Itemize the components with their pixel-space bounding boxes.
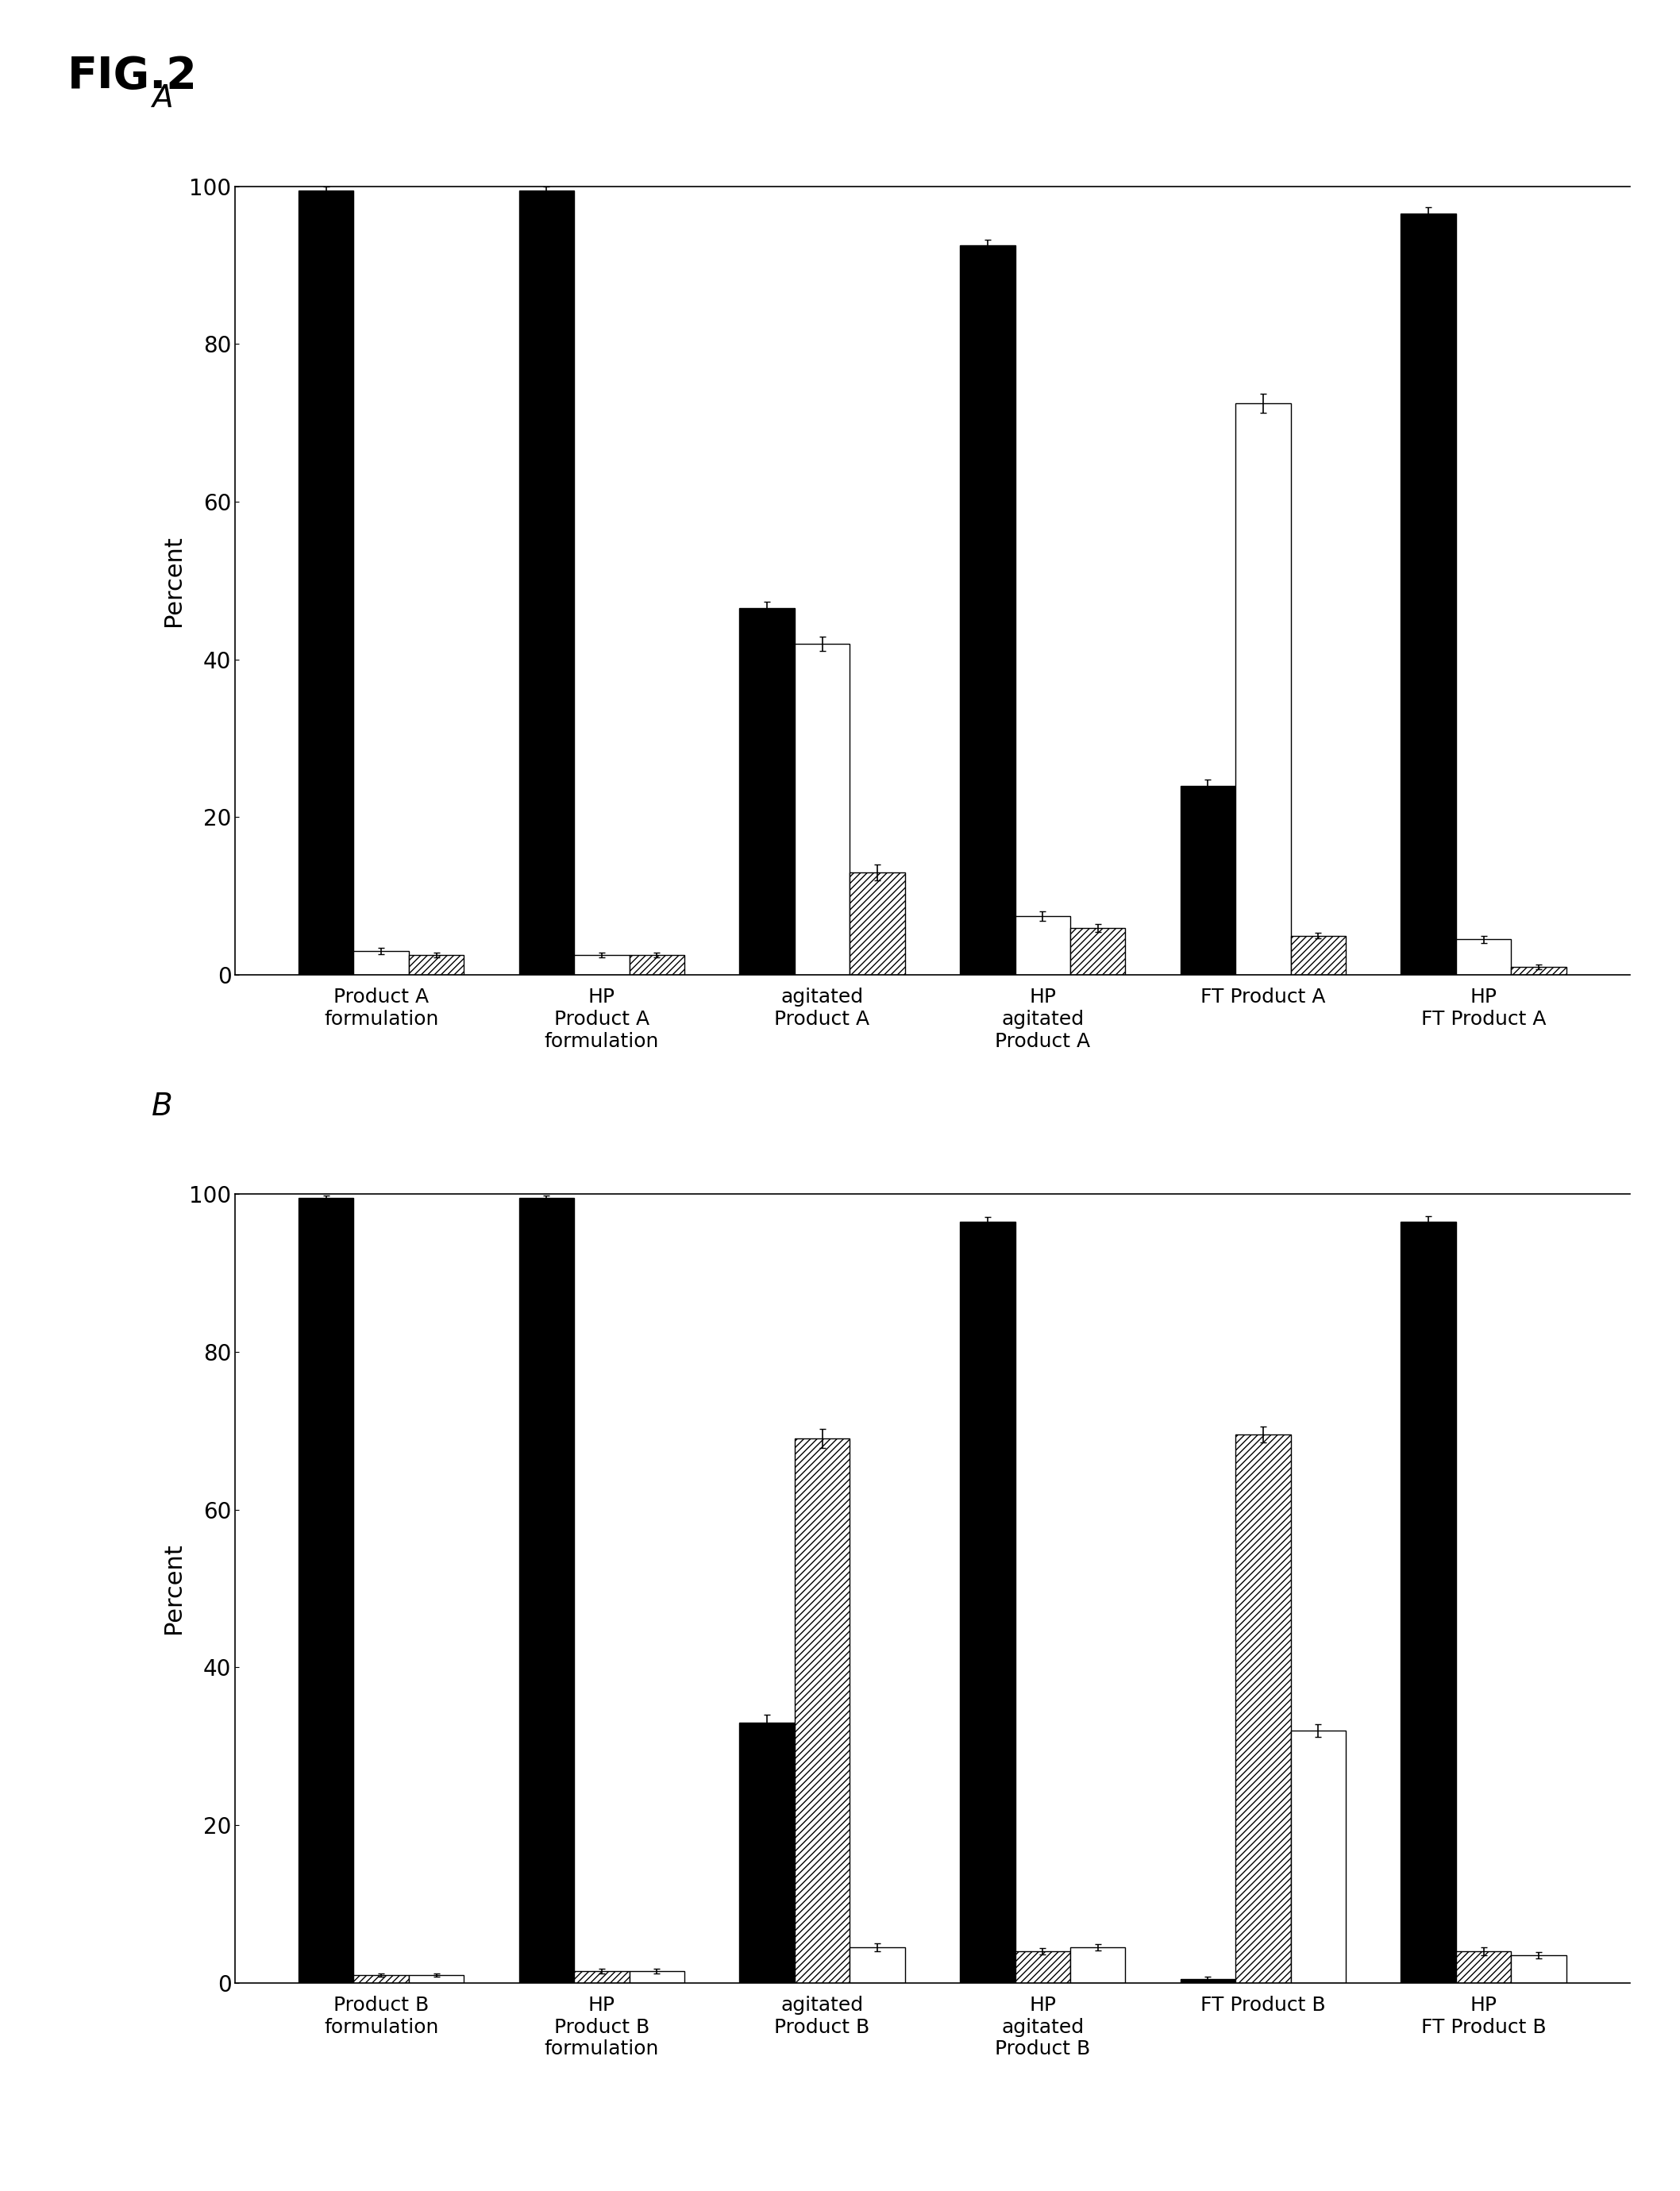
Bar <box>1070 1948 1126 1983</box>
Bar <box>739 609 795 975</box>
Text: FIG.2: FIG.2 <box>67 55 197 99</box>
Text: B: B <box>151 1091 173 1122</box>
Bar <box>959 1223 1015 1983</box>
Bar <box>739 1722 795 1983</box>
Bar <box>1235 403 1290 975</box>
Bar <box>1015 1952 1070 1983</box>
Bar <box>575 955 630 975</box>
Bar <box>795 644 850 975</box>
Bar <box>408 1974 464 1983</box>
Bar <box>1401 215 1457 975</box>
Bar <box>1457 940 1510 975</box>
Bar <box>630 955 684 975</box>
Text: A: A <box>151 83 173 114</box>
Bar <box>299 191 354 975</box>
Bar <box>1401 1223 1457 1983</box>
Bar <box>795 1439 850 1983</box>
Bar <box>519 1198 575 1983</box>
Bar <box>1015 916 1070 975</box>
Bar <box>1181 787 1235 975</box>
Bar <box>850 1948 906 1983</box>
Bar <box>1290 936 1346 975</box>
Bar <box>1235 1435 1290 1983</box>
Bar <box>1510 966 1566 975</box>
Bar <box>1181 1978 1235 1983</box>
Bar <box>354 951 408 975</box>
Bar <box>630 1972 684 1983</box>
Bar <box>1290 1731 1346 1983</box>
Y-axis label: Percent: Percent <box>161 535 185 627</box>
Y-axis label: Percent: Percent <box>161 1542 185 1634</box>
Bar <box>959 245 1015 975</box>
Bar <box>1510 1954 1566 1983</box>
Bar <box>1457 1952 1510 1983</box>
Bar <box>519 191 575 975</box>
Bar <box>575 1972 630 1983</box>
Bar <box>354 1974 408 1983</box>
Bar <box>1070 927 1126 975</box>
Bar <box>408 955 464 975</box>
Bar <box>850 872 906 975</box>
Bar <box>299 1198 354 1983</box>
